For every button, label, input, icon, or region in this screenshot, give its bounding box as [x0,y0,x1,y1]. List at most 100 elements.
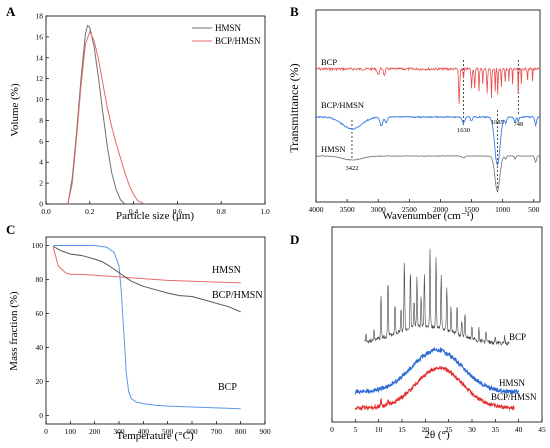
panel-d-x-tick-label: 35 [492,425,500,434]
panel-c-x-tick-label: 200 [89,427,101,436]
panel-b-x-tick-label: 3500 [340,205,355,214]
panel-b-label-bcp-hmsn: BCP/HMSN [321,100,364,110]
panel-c: C 0 20 40 60 80 100 0 100 200 300 400 500 600 700 800… [6,222,271,442]
panel-d-x-label: 2θ (°) [424,429,450,441]
panel-a-x-ticks: 0.0 0.2 0.4 0.6 0.8 1.0 [41,201,270,216]
panel-b-hmsn-spectrum [315,155,541,192]
panel-d-x-tick-label: 45 [538,425,546,434]
panel-d-x-tick-label: 30 [468,425,476,434]
panel-b-bcp-spectrum [315,66,541,104]
panel-a-x-tick-label: 0.4 [129,207,139,216]
panel-c-x-tick-label: 900 [259,427,271,436]
panel-a-x-tick-label: 1.0 [260,207,270,216]
panel-c-y-tick-label: 60 [36,309,44,318]
panel-c-y-ticks: 0 20 40 60 80 100 [32,241,49,420]
panel-a-y-ticks: 0 2 4 6 8 10 12 14 16 18 [36,12,49,209]
panel-b-annotations: 3422 1630 1085 748 [345,119,523,172]
panel-a-y-tick-label: 10 [36,95,44,104]
panel-a-y-tick-label: 14 [36,53,44,62]
panel-a-y-tick-label: 8 [39,116,43,125]
panel-d-label-bcp: BCP [509,332,526,342]
panel-b-x-tick-label: 2000 [433,205,448,214]
panel-a: A 0 2 4 6 8 10 12 14 16 18 0.0 0.2 0.4 0.6 0.8 1.0 Par… [6,4,270,222]
panel-a-x-tick-label: 0.2 [85,207,95,216]
legend-bcp-hmsn-label: BCP/HMSN [215,36,261,46]
panel-c-x-tick-label: 400 [138,427,150,436]
panel-d-hmsn-pattern [354,346,520,396]
panel-c-y-tick-label: 40 [36,343,44,352]
panel-c-frame [45,236,266,425]
panel-d-bcp-pattern [364,248,510,346]
panel-d-frame [331,226,543,423]
panel-b-x-tick-label: 3000 [371,205,386,214]
panel-b-dashed-markers [351,60,519,192]
panel-b-bcp-hmsn-spectrum [315,115,541,166]
panel-d-x-tick-label: 10 [375,425,383,434]
panel-a-bcp-hmsn-line [67,30,145,205]
panel-d-label-hmsn: HMSN [499,378,526,388]
legend-hmsn-label: HMSN [215,23,242,33]
panel-b-annotation: 748 [513,121,523,128]
panel-a-y-tick-label: 6 [39,137,43,146]
panel-b-annotation: 1630 [457,127,470,134]
panel-d-x-tick-label: 0 [330,425,334,434]
panel-a-x-label: Particle size (μm) [116,210,194,222]
panel-c-bcp-hmsn-line [53,245,241,313]
panel-a-legend: HMSN BCP/HMSN [192,23,261,46]
panel-a-y-tick-label: 0 [39,200,43,209]
panel-a-x-tick-label: 0.0 [41,207,51,216]
panel-a-y-tick-label: 4 [39,158,43,167]
panel-c-x-tick-label: 300 [113,427,125,436]
panel-c-x-tick-label: 700 [211,427,223,436]
panel-a-y-tick-label: 16 [36,32,44,41]
panel-b-label-bcp: BCP [321,57,337,67]
panel-c-label-bcp: BCP [218,382,237,393]
panel-a-y-tick-label: 2 [39,179,43,188]
panel-b-annotation: 3422 [345,165,358,172]
panel-c-y-tick-label: 20 [36,377,44,386]
panel-c-y-tick-label: 100 [32,241,44,250]
panel-c-label-bcp-hmsn: BCP/HMSN [212,290,263,301]
panel-a-y-tick-label: 18 [36,12,44,21]
panel-d-x-tick-label: 40 [515,425,523,434]
panel-c-x-tick-label: 800 [235,427,247,436]
panel-a-series [67,24,145,205]
panel-d-x-tick-label: 15 [398,425,406,434]
panel-c-y-tick-label: 0 [39,411,43,420]
panel-b-y-label: Transmittance (%) [287,63,301,152]
panel-b-x-tick-label: 2500 [402,205,417,214]
panel-a-y-label: Volume (%) [9,83,21,137]
panel-d-letter: D [290,232,299,247]
panel-a-y-tick-label: 12 [36,74,44,83]
panel-c-x-tick-label: 100 [65,427,77,436]
panel-c-x-ticks: 0 100 200 300 400 500 600 700 800 900 [44,421,271,436]
panel-b-letter: B [290,4,299,19]
panel-c-letter: C [6,222,15,237]
panel-a-frame [45,15,266,205]
panel-c-x-tick-label: 0 [44,427,48,436]
panel-d-x-tick-label: 5 [353,425,357,434]
panel-c-y-label: Mass fraction (%) [8,291,20,371]
panel-d-x-tick-label: 25 [445,425,453,434]
panel-b-x-tick-label: 1500 [464,205,479,214]
panel-b-x-tick-label: 500 [528,205,540,214]
panel-a-letter: A [6,4,16,19]
panel-b: B 4000 3500 3000 2500 2000 1500 1000 500 BCP BC… [287,4,541,222]
panel-b-frame [315,9,541,203]
panel-a-hmsn-line [67,24,126,205]
panel-d-bcp-hmsn-pattern [354,365,515,412]
panel-d: D 0 5 10 15 20 25 30 35 40 45 BCP HMSN BCP/HMSN 2… [290,226,546,441]
panel-d-label-bcp-hmsn: BCP/HMSN [491,392,537,402]
panel-b-label-hmsn: HMSN [321,144,346,154]
panel-c-label-hmsn: HMSN [212,265,241,276]
panel-b-x-label: Wavenumber (cm⁻¹) [383,210,474,222]
panel-c-x-tick-label: 500 [162,427,174,436]
panel-c-x-tick-label: 600 [186,427,198,436]
panel-c-hmsn-line [52,247,241,284]
panel-d-x-tick-label: 20 [422,425,430,434]
panel-c-bcp-line [53,245,241,410]
panel-c-x-label: Temperature (°C) [116,430,194,442]
panel-c-series [52,245,241,410]
panel-b-x-tick-label: 4000 [309,205,324,214]
